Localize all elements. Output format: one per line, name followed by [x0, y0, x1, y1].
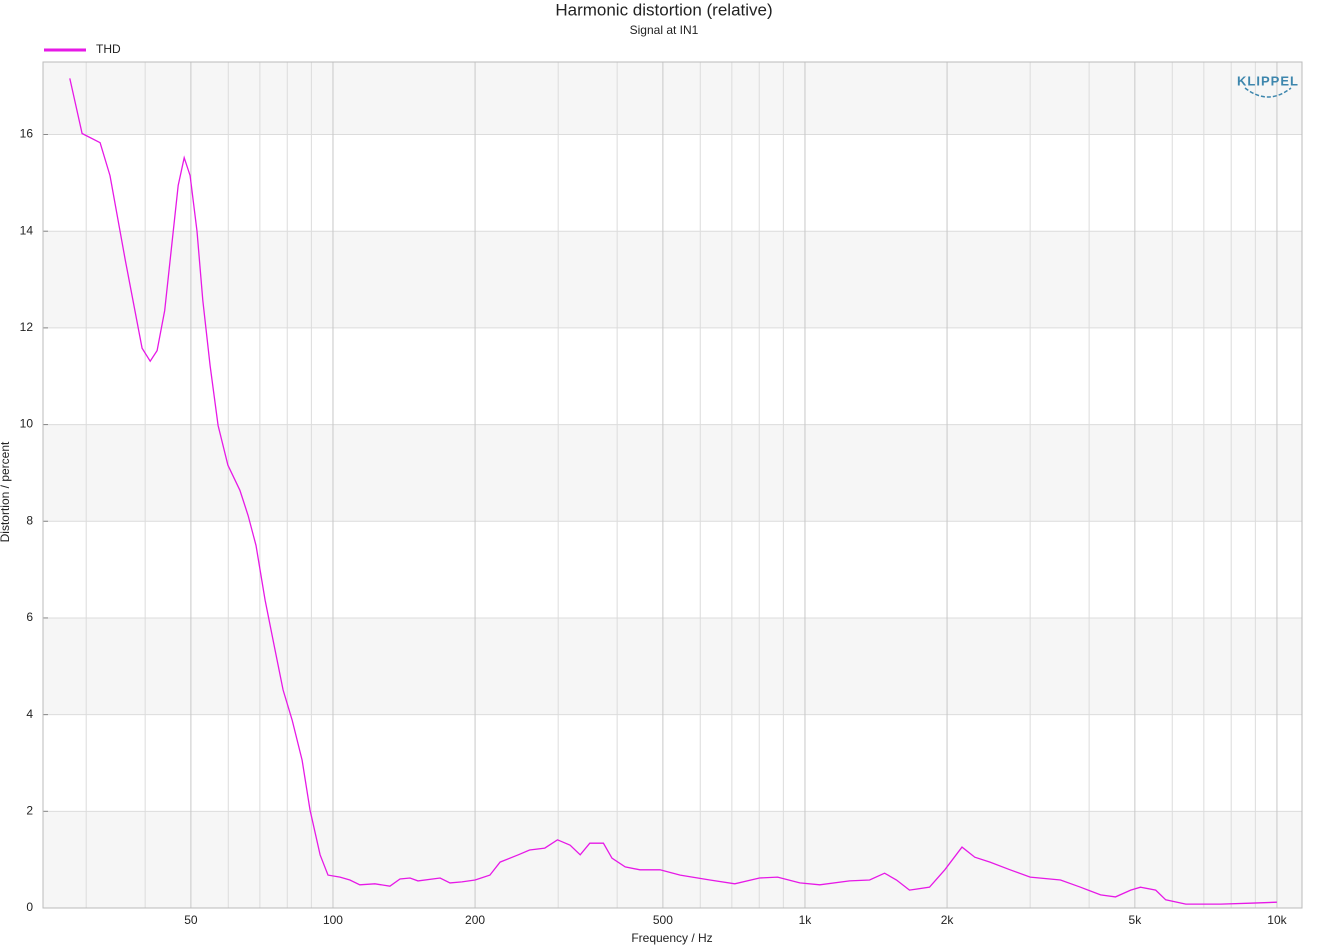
x-tick-label: 200 [465, 913, 485, 927]
y-tick-label: 0 [26, 900, 33, 914]
y-tick-label: 12 [20, 320, 34, 334]
logo-text: KLIPPEL [1237, 73, 1299, 88]
y-tick-label: 14 [20, 223, 34, 237]
grid-band [43, 811, 1302, 908]
x-tick-label: 50 [184, 913, 198, 927]
data-line [69, 78, 1277, 905]
y-tick-label: 2 [26, 803, 33, 817]
y-tick-label: 6 [26, 610, 33, 624]
grid-band [43, 424, 1302, 522]
y-tick-label: 8 [26, 513, 33, 527]
grid-band [43, 231, 1302, 328]
chart-subtitle: Signal at IN1 [630, 23, 699, 37]
logo-arc [1244, 87, 1292, 98]
y-axis-label: Distortion / percent [0, 441, 12, 542]
x-tick-label: 500 [653, 913, 673, 927]
legend-label: THD [96, 42, 121, 56]
y-tick-label: 4 [26, 707, 33, 721]
grid-band [43, 617, 1302, 715]
grid-band [43, 62, 1302, 135]
x-tick-label: 10k [1267, 913, 1287, 927]
x-tick-label: 2k [941, 913, 955, 927]
y-tick-label: 10 [20, 417, 34, 431]
plot-frame [42, 61, 1303, 909]
x-tick-label: 1k [799, 913, 813, 927]
logo: KLIPPEL [1237, 73, 1299, 98]
x-tick-label: 100 [323, 913, 343, 927]
x-tick-label: 5k [1129, 913, 1143, 927]
x-axis-label: Frequency / Hz [631, 931, 712, 945]
y-tick-label: 16 [20, 127, 34, 141]
chart-title: Harmonic distortion (relative) [555, 0, 772, 19]
